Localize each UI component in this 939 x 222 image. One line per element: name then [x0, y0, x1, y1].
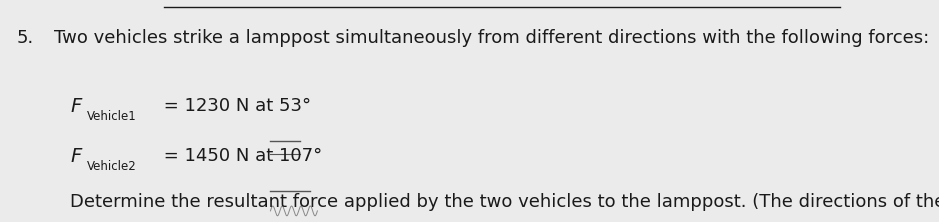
Text: = 1230 N at 53°: = 1230 N at 53° [158, 97, 311, 115]
Text: Determine the resultant force applied by the two vehicles to the lamppost. (The : Determine the resultant force applied by… [70, 193, 939, 211]
Text: $\mathit{F}$: $\mathit{F}$ [70, 147, 84, 166]
Text: Vehicle2: Vehicle2 [87, 160, 137, 173]
Text: Two vehicles strike a lamppost simultaneously from different directions with the: Two vehicles strike a lamppost simultane… [54, 29, 930, 47]
Text: = 1450 N at 107°: = 1450 N at 107° [158, 147, 322, 165]
Text: 5.: 5. [17, 29, 34, 47]
Text: $\mathit{F}$: $\mathit{F}$ [70, 97, 84, 116]
Text: Vehicle1: Vehicle1 [87, 110, 137, 123]
